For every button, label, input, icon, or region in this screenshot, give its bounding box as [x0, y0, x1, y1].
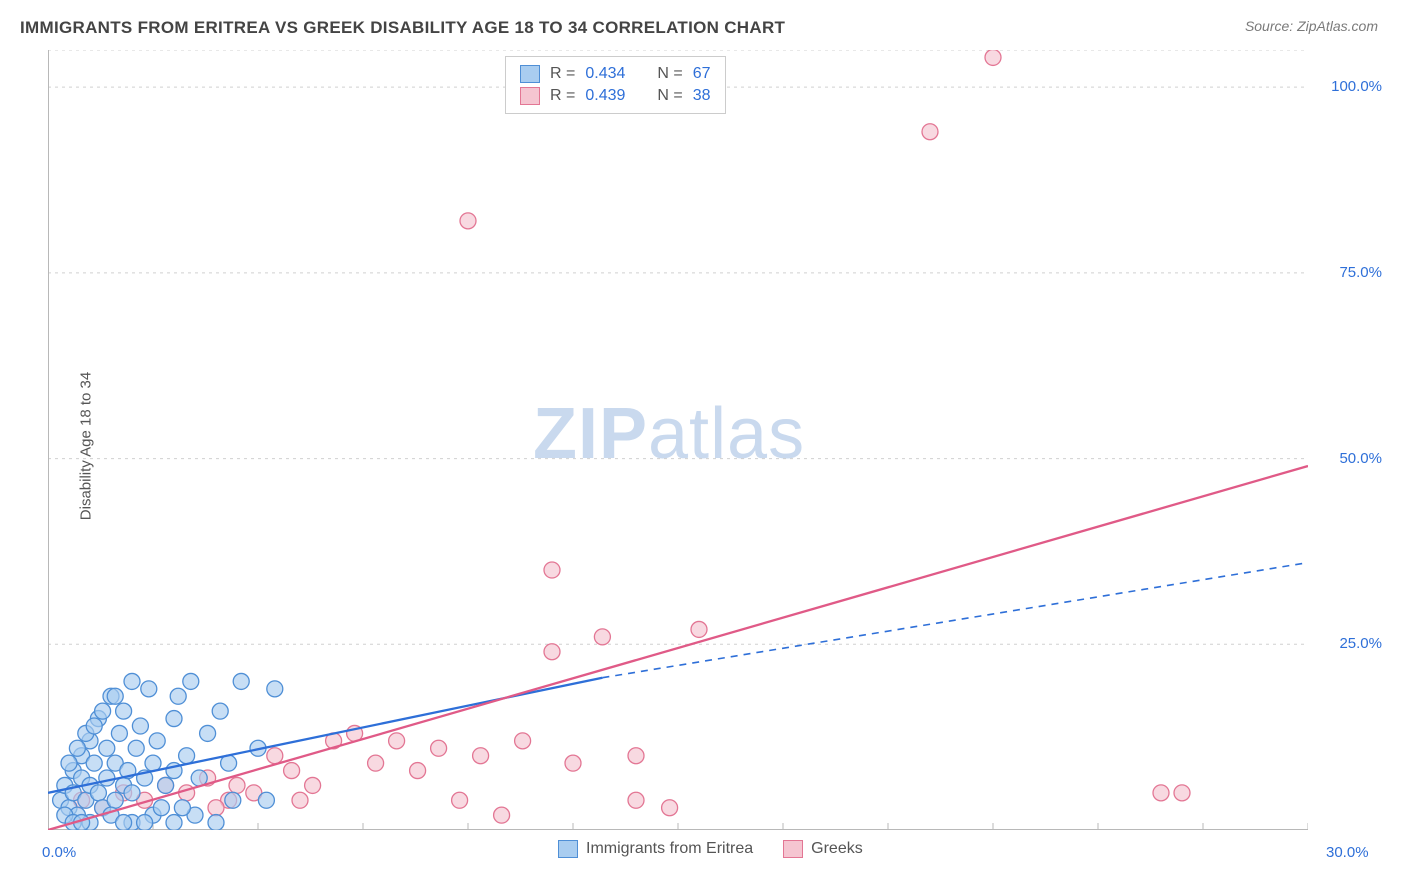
legend-swatch	[558, 840, 578, 858]
source-label: Source: ZipAtlas.com	[1245, 18, 1378, 34]
x-tick-label: 30.0%	[1326, 844, 1369, 861]
x-tick-label: 0.0%	[42, 844, 76, 861]
series-label: Greeks	[811, 840, 863, 858]
y-tick-label: 100.0%	[1322, 78, 1382, 95]
chart-title: IMMIGRANTS FROM ERITREA VS GREEK DISABIL…	[20, 18, 785, 38]
legend-swatch	[520, 87, 540, 105]
plot-area: ZIPatlas R = 0.434 N = 67 R = 0.439 N = …	[48, 50, 1308, 830]
legend-n-label: N =	[657, 87, 682, 105]
legend-n-value: 67	[693, 65, 711, 83]
correlation-legend: R = 0.434 N = 67 R = 0.439 N = 38	[505, 56, 726, 114]
y-tick-label: 75.0%	[1322, 264, 1382, 281]
legend-r-label: R =	[550, 87, 575, 105]
legend-swatch	[520, 65, 540, 83]
legend-r-value: 0.434	[585, 65, 625, 83]
series-legend-item: Immigrants from Eritrea	[558, 840, 753, 858]
chart-container: IMMIGRANTS FROM ERITREA VS GREEK DISABIL…	[0, 0, 1406, 892]
y-tick-label: 50.0%	[1322, 450, 1382, 467]
series-legend-item: Greeks	[783, 840, 863, 858]
legend-row: R = 0.439 N = 38	[520, 85, 711, 107]
scatter-svg	[48, 50, 1308, 830]
legend-swatch	[783, 840, 803, 858]
legend-r-label: R =	[550, 65, 575, 83]
series-legend: Immigrants from Eritrea Greeks	[558, 840, 863, 858]
y-tick-label: 25.0%	[1322, 635, 1382, 652]
legend-r-value: 0.439	[585, 87, 625, 105]
legend-n-value: 38	[693, 87, 711, 105]
legend-n-label: N =	[657, 65, 682, 83]
series-label: Immigrants from Eritrea	[586, 840, 753, 858]
legend-row: R = 0.434 N = 67	[520, 63, 711, 85]
